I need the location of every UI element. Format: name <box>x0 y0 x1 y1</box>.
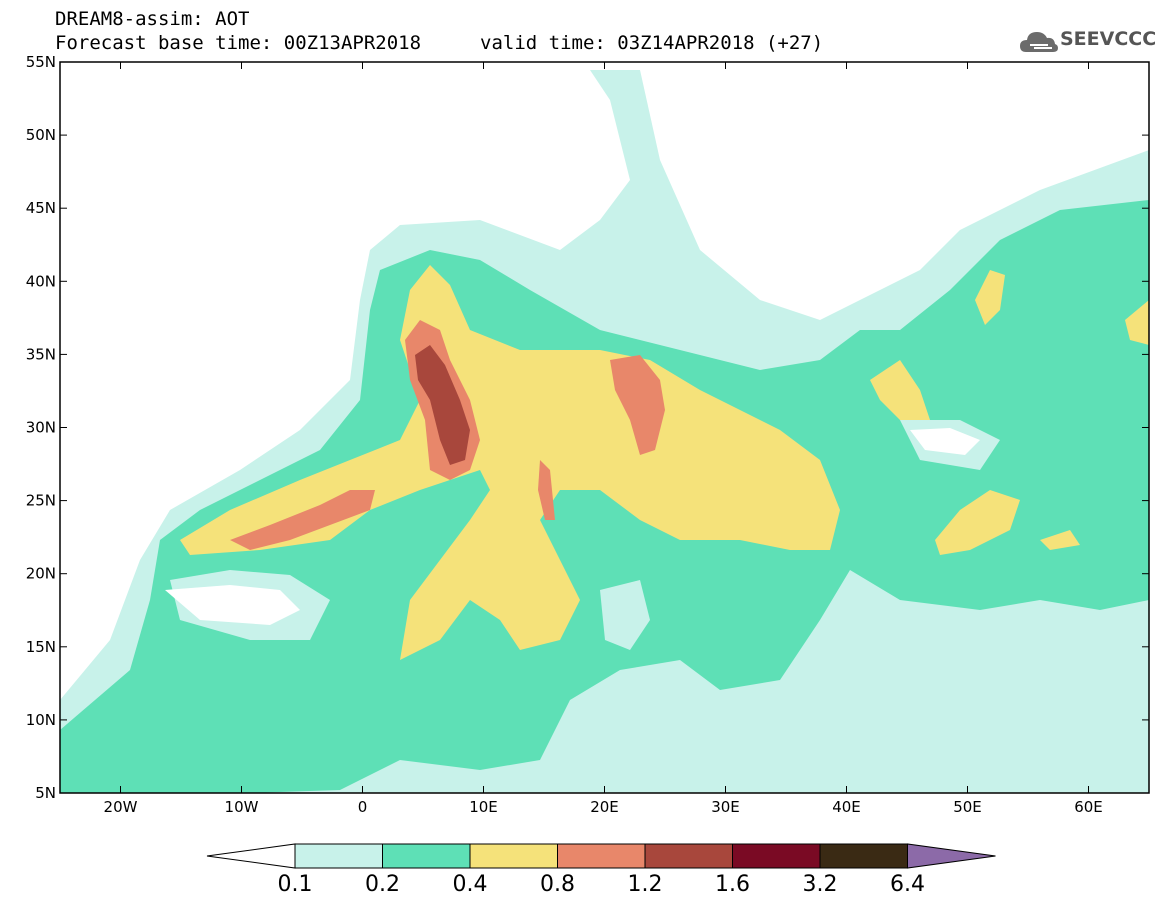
colorbar-swatch <box>294 843 383 869</box>
colorbar-label: 0.2 <box>365 872 400 897</box>
lon-tick-label: 10W <box>225 798 259 816</box>
lat-tick-label: 20N <box>26 565 56 583</box>
aot-level-0.4 <box>180 265 1149 660</box>
colorbar-label: 0.8 <box>540 872 575 897</box>
valid-time: valid time: 03Z14APR2018 (+27) <box>480 32 824 54</box>
lon-tick-label: 40E <box>832 798 861 816</box>
lat-tick-label: 40N <box>26 272 56 290</box>
colorbar-swatch <box>732 843 821 869</box>
lat-tick-label: 35N <box>26 345 56 363</box>
lon-tick-label: 0 <box>358 798 368 816</box>
lat-tick-label: 10N <box>26 711 56 729</box>
lon-tick-label: 60E <box>1074 798 1103 816</box>
aot-clear-areas <box>165 428 980 625</box>
colorbar-label: 1.2 <box>627 872 663 897</box>
aot-fields <box>60 70 1149 793</box>
lat-tick-label: 15N <box>26 638 56 656</box>
lat-tick-label: 50N <box>26 126 56 144</box>
forecast-base-time: Forecast base time: 00Z13APR2018 <box>55 32 422 54</box>
lat-tick-label: 55N <box>26 53 56 71</box>
lon-tick-label: 50E <box>953 798 982 816</box>
colorbar-label: 1.6 <box>715 872 750 897</box>
lat-tick-label: 30N <box>26 419 56 437</box>
logo-text: SEEVCCC <box>1060 28 1157 50</box>
aot-level-1.2 <box>415 345 470 465</box>
colorbar-label: 0.1 <box>277 872 313 897</box>
colorbar-label: 3.2 <box>802 872 838 897</box>
lat-tick-label: 25N <box>26 492 56 510</box>
colorbar-label: 0.4 <box>452 872 488 897</box>
colorbar-swatch <box>382 843 471 869</box>
colorbar-swatch <box>469 843 558 869</box>
map-title: DREAM8-assim: AOT <box>55 8 250 30</box>
colorbar-right-arrow <box>907 843 996 869</box>
cloud-logo-icon <box>1020 32 1058 52</box>
colorbar <box>206 843 996 869</box>
lon-tick-label: 10E <box>469 798 498 816</box>
latitude-ticks: 55N 50N 45N 40N 35N 30N 25N 20N 15N 10N 5N <box>26 53 1149 802</box>
lon-tick-label: 20E <box>590 798 619 816</box>
colorbar-swatch <box>644 843 733 869</box>
lat-tick-label: 5N <box>35 784 56 802</box>
colorbar-label: 6.4 <box>890 872 925 897</box>
colorbar-swatch <box>557 843 646 869</box>
lat-tick-label: 45N <box>26 199 56 217</box>
longitude-ticks: 20W 10W 0 10E 20E 30E 40E 50E 60E <box>104 62 1103 816</box>
aot-level-0.2 <box>60 200 1149 793</box>
lon-tick-label: 20W <box>104 798 138 816</box>
lon-tick-label: 30E <box>711 798 740 816</box>
colorbar-left-arrow <box>206 843 296 869</box>
colorbar-swatch <box>819 843 908 869</box>
